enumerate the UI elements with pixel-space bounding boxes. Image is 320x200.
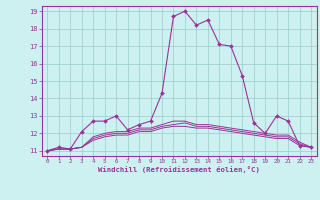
X-axis label: Windchill (Refroidissement éolien,°C): Windchill (Refroidissement éolien,°C) bbox=[98, 166, 260, 173]
